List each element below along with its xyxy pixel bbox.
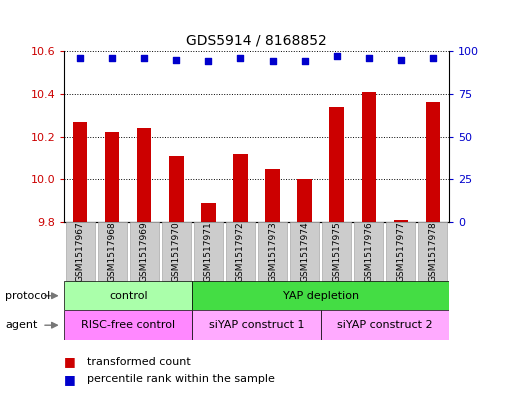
Bar	[233, 154, 248, 222]
Bar	[354, 222, 383, 281]
Text: GSM1517970: GSM1517970	[172, 221, 181, 282]
Text: GSM1517973: GSM1517973	[268, 221, 277, 282]
Title: GDS5914 / 8168852: GDS5914 / 8168852	[186, 33, 327, 47]
Bar	[162, 222, 191, 281]
Text: YAP depletion: YAP depletion	[283, 291, 359, 301]
Point	[204, 58, 212, 64]
Text: protocol: protocol	[5, 291, 50, 301]
Text: GSM1517976: GSM1517976	[364, 221, 373, 282]
Point	[172, 57, 181, 63]
Text: GSM1517969: GSM1517969	[140, 221, 149, 282]
Text: siYAP construct 2: siYAP construct 2	[337, 320, 432, 330]
Bar	[329, 107, 344, 222]
Bar	[64, 281, 192, 310]
Bar	[386, 222, 415, 281]
Text: siYAP construct 1: siYAP construct 1	[209, 320, 304, 330]
Text: control: control	[109, 291, 148, 301]
Bar	[419, 222, 447, 281]
Bar	[192, 281, 449, 310]
Bar	[258, 222, 287, 281]
Bar	[265, 169, 280, 222]
Text: GSM1517974: GSM1517974	[300, 221, 309, 282]
Bar	[322, 222, 351, 281]
Point	[140, 55, 148, 61]
Text: GSM1517975: GSM1517975	[332, 221, 341, 282]
Bar	[98, 222, 127, 281]
Point	[236, 55, 245, 61]
Text: GSM1517967: GSM1517967	[75, 221, 85, 282]
Bar	[362, 92, 376, 222]
Point	[108, 55, 116, 61]
Text: GSM1517978: GSM1517978	[428, 221, 438, 282]
Text: GSM1517971: GSM1517971	[204, 221, 213, 282]
Point	[332, 53, 341, 59]
Bar	[73, 121, 87, 222]
Bar	[290, 222, 319, 281]
Point	[365, 55, 373, 61]
Text: ■: ■	[64, 373, 76, 386]
Point	[397, 57, 405, 63]
Text: GSM1517968: GSM1517968	[108, 221, 117, 282]
Text: agent: agent	[5, 320, 37, 330]
Bar	[64, 310, 192, 340]
Text: transformed count: transformed count	[87, 356, 191, 367]
Text: GSM1517972: GSM1517972	[236, 221, 245, 282]
Bar	[426, 103, 440, 222]
Bar	[321, 310, 449, 340]
Bar	[137, 128, 151, 222]
Point	[301, 58, 309, 64]
Bar	[130, 222, 159, 281]
Text: ■: ■	[64, 355, 76, 368]
Point	[429, 55, 437, 61]
Bar	[393, 220, 408, 222]
Text: RISC-free control: RISC-free control	[81, 320, 175, 330]
Bar	[201, 203, 215, 222]
Text: GSM1517977: GSM1517977	[396, 221, 405, 282]
Bar	[192, 310, 321, 340]
Text: percentile rank within the sample: percentile rank within the sample	[87, 374, 275, 384]
Bar	[194, 222, 223, 281]
Bar	[66, 222, 94, 281]
Point	[268, 58, 277, 64]
Point	[76, 55, 84, 61]
Bar	[169, 156, 184, 222]
Bar	[105, 132, 120, 222]
Bar	[226, 222, 255, 281]
Bar	[298, 179, 312, 222]
